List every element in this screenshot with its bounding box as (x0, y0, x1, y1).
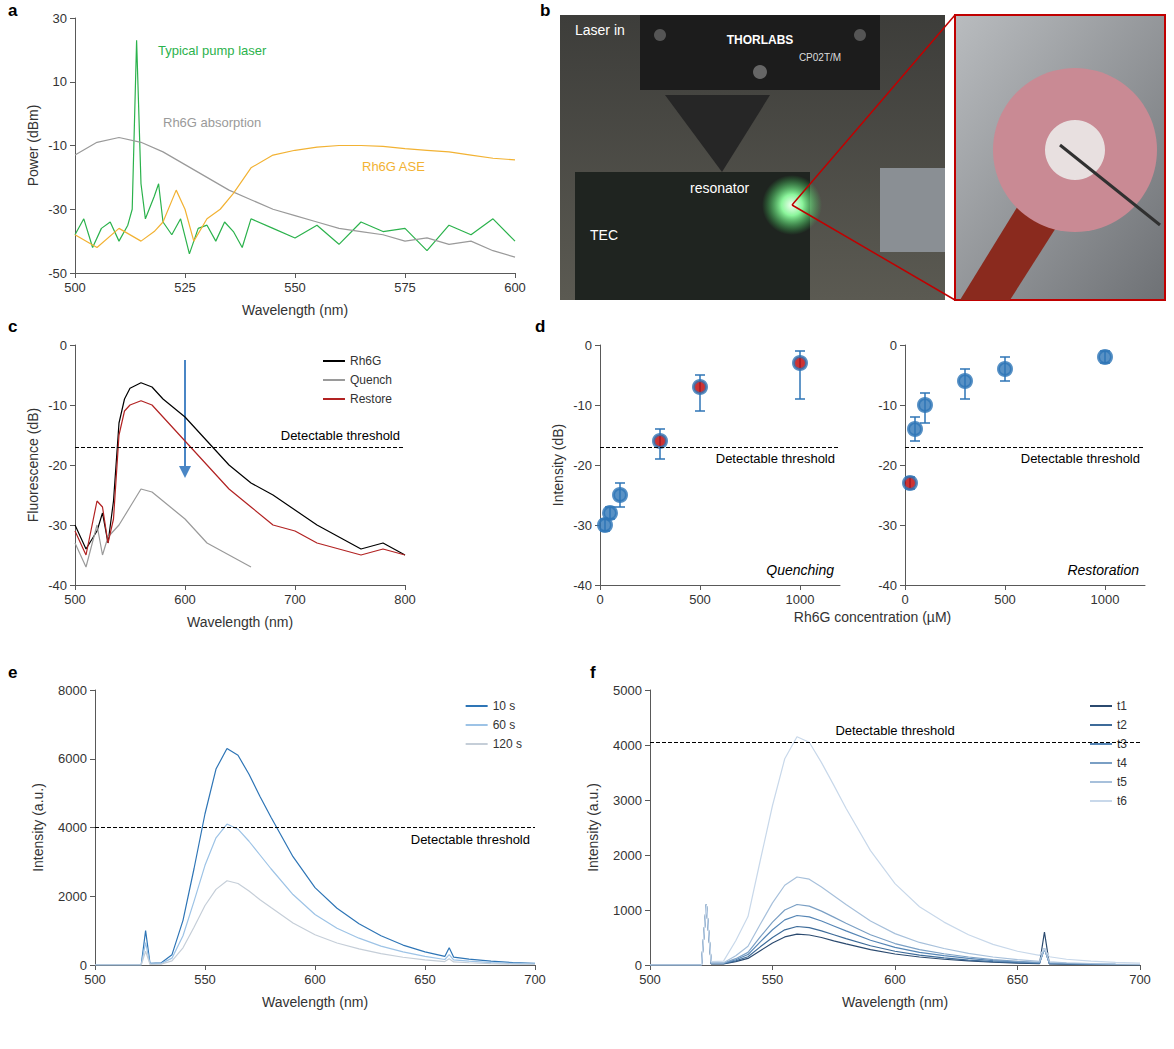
svg-text:Laser in: Laser in (575, 22, 625, 38)
svg-text:-40: -40 (48, 578, 67, 593)
svg-text:t1: t1 (1117, 699, 1127, 713)
svg-text:0: 0 (901, 592, 908, 607)
svg-text:Wavelength (nm): Wavelength (nm) (242, 302, 348, 318)
svg-text:4000: 4000 (613, 738, 642, 753)
svg-text:-20: -20 (573, 458, 592, 473)
svg-text:0: 0 (585, 338, 592, 353)
svg-text:Fluorescence (dB): Fluorescence (dB) (25, 408, 41, 522)
svg-text:5000: 5000 (613, 683, 642, 698)
svg-text:b: b (540, 1, 550, 20)
svg-text:550: 550 (194, 972, 216, 987)
svg-text:Intensity (a.u.): Intensity (a.u.) (585, 783, 601, 872)
svg-text:Detectable threshold: Detectable threshold (716, 451, 835, 466)
svg-text:-40: -40 (878, 578, 897, 593)
svg-text:600: 600 (174, 592, 196, 607)
svg-text:1000: 1000 (786, 592, 815, 607)
svg-text:TEC: TEC (590, 227, 618, 243)
svg-text:t5: t5 (1117, 775, 1127, 789)
svg-text:Restore: Restore (350, 392, 392, 406)
svg-text:700: 700 (284, 592, 306, 607)
svg-text:Rh6G ASE: Rh6G ASE (362, 159, 425, 174)
svg-text:600: 600 (884, 972, 906, 987)
svg-text:2000: 2000 (58, 889, 87, 904)
svg-text:10: 10 (53, 74, 67, 89)
svg-text:-10: -10 (48, 138, 67, 153)
svg-text:700: 700 (524, 972, 546, 987)
svg-text:0: 0 (60, 338, 67, 353)
svg-text:THORLABS: THORLABS (727, 33, 794, 47)
svg-text:Rh6G: Rh6G (350, 354, 381, 368)
svg-text:0: 0 (635, 958, 642, 973)
svg-text:10 s: 10 s (493, 699, 516, 713)
svg-text:-10: -10 (573, 398, 592, 413)
svg-text:t2: t2 (1117, 718, 1127, 732)
svg-text:500: 500 (689, 592, 711, 607)
svg-text:500: 500 (994, 592, 1016, 607)
svg-text:-40: -40 (573, 578, 592, 593)
svg-text:500: 500 (64, 280, 86, 295)
svg-text:-20: -20 (48, 458, 67, 473)
svg-text:-10: -10 (48, 398, 67, 413)
svg-text:30: 30 (53, 11, 67, 26)
svg-text:6000: 6000 (58, 751, 87, 766)
svg-text:CP02T/M: CP02T/M (799, 52, 841, 63)
svg-text:Wavelength (nm): Wavelength (nm) (187, 614, 293, 630)
svg-text:Detectable threshold: Detectable threshold (411, 832, 530, 847)
svg-text:Power (dBm): Power (dBm) (25, 105, 41, 187)
svg-text:500: 500 (64, 592, 86, 607)
svg-text:120 s: 120 s (493, 737, 522, 751)
svg-text:Detectable threshold: Detectable threshold (835, 723, 954, 738)
svg-text:600: 600 (304, 972, 326, 987)
svg-text:650: 650 (1007, 972, 1029, 987)
svg-text:0: 0 (890, 338, 897, 353)
svg-text:550: 550 (284, 280, 306, 295)
svg-text:2000: 2000 (613, 848, 642, 863)
svg-text:-50: -50 (48, 266, 67, 281)
svg-text:60 s: 60 s (493, 718, 516, 732)
svg-text:Quenching: Quenching (766, 562, 834, 578)
svg-text:3000: 3000 (613, 793, 642, 808)
svg-text:-30: -30 (48, 518, 67, 533)
svg-text:Rh6G absorption: Rh6G absorption (163, 115, 261, 130)
svg-text:Intensity (dB): Intensity (dB) (550, 424, 566, 506)
svg-text:0: 0 (596, 592, 603, 607)
svg-text:Rh6G concentration (µM): Rh6G concentration (µM) (794, 609, 951, 625)
svg-text:t6: t6 (1117, 794, 1127, 808)
svg-text:-30: -30 (878, 518, 897, 533)
svg-text:Restoration: Restoration (1067, 562, 1139, 578)
svg-text:-10: -10 (878, 398, 897, 413)
svg-text:Wavelength (nm): Wavelength (nm) (262, 994, 368, 1010)
svg-text:-20: -20 (878, 458, 897, 473)
svg-text:650: 650 (414, 972, 436, 987)
svg-text:c: c (8, 317, 17, 336)
svg-text:-30: -30 (573, 518, 592, 533)
svg-text:500: 500 (639, 972, 661, 987)
svg-text:resonator: resonator (690, 180, 749, 196)
svg-text:600: 600 (504, 280, 526, 295)
svg-text:Typical pump laser: Typical pump laser (158, 43, 267, 58)
svg-text:Quench: Quench (350, 373, 392, 387)
svg-text:0: 0 (80, 958, 87, 973)
svg-text:a: a (8, 1, 18, 20)
svg-text:Detectable threshold: Detectable threshold (281, 428, 400, 443)
svg-text:d: d (535, 317, 545, 336)
svg-text:575: 575 (394, 280, 416, 295)
svg-text:Detectable threshold: Detectable threshold (1021, 451, 1140, 466)
svg-text:1000: 1000 (613, 903, 642, 918)
svg-text:e: e (8, 663, 17, 682)
svg-text:4000: 4000 (58, 820, 87, 835)
svg-text:Wavelength (nm): Wavelength (nm) (842, 994, 948, 1010)
svg-text:800: 800 (394, 592, 416, 607)
svg-text:8000: 8000 (58, 683, 87, 698)
svg-text:Intensity (a.u.): Intensity (a.u.) (30, 783, 46, 872)
svg-text:1000: 1000 (1091, 592, 1120, 607)
svg-text:700: 700 (1129, 972, 1151, 987)
svg-text:t3: t3 (1117, 737, 1127, 751)
svg-text:f: f (590, 663, 596, 682)
svg-text:550: 550 (762, 972, 784, 987)
svg-text:-30: -30 (48, 202, 67, 217)
svg-text:500: 500 (84, 972, 106, 987)
svg-text:525: 525 (174, 280, 196, 295)
svg-text:t4: t4 (1117, 756, 1127, 770)
